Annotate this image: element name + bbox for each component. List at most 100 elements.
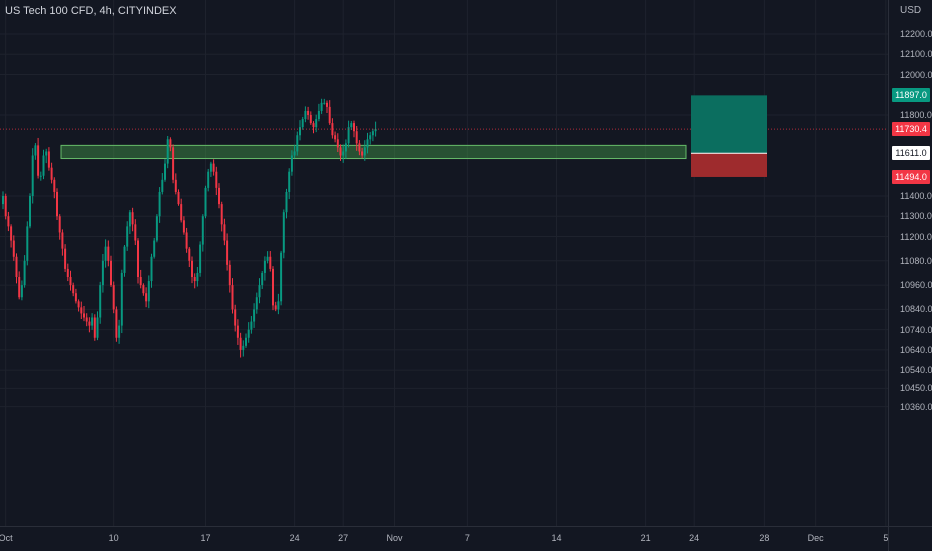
price-tick-label: 12100.0 — [900, 49, 932, 60]
support-zone-rectangle[interactable] — [60, 144, 687, 160]
candle-body — [10, 226, 13, 241]
candle-body — [39, 175, 42, 177]
candle-body — [199, 244, 202, 273]
candle-body — [188, 248, 191, 261]
candle-body — [7, 216, 10, 227]
candle-body — [20, 285, 23, 298]
candle-body — [12, 240, 15, 257]
candle-body — [182, 220, 185, 233]
candle-body — [290, 155, 293, 172]
time-tick-label: 14 — [551, 533, 562, 543]
target-zone[interactable] — [691, 95, 767, 154]
candle-body — [47, 151, 50, 168]
price-tick-label: 11400.0 — [900, 191, 932, 201]
candle-body — [110, 260, 112, 286]
candle-body — [166, 139, 169, 164]
candle-body — [215, 171, 218, 188]
candle-body — [37, 145, 40, 176]
candle-body — [18, 277, 21, 298]
price-tick-label: 10640.0 — [900, 344, 932, 355]
time-tick-label: 28 — [759, 533, 770, 543]
candle-body — [2, 196, 4, 205]
long-position-tool[interactable] — [691, 95, 767, 177]
candle-body — [26, 226, 29, 261]
price-tick-label: 10840.0 — [900, 304, 932, 315]
candle-body — [245, 337, 247, 346]
candle-body — [231, 285, 234, 310]
price-tick-label: 11080.0 — [900, 255, 932, 266]
candle-body — [123, 246, 126, 273]
candle-body — [128, 212, 131, 227]
candle-body — [96, 317, 99, 338]
price-tick-label: 10960.0 — [900, 280, 932, 291]
candle-body — [53, 179, 56, 192]
candle-body — [99, 285, 102, 318]
candlestick-chart[interactable] — [0, 0, 888, 526]
candle-body — [169, 139, 172, 148]
candle-body — [131, 212, 134, 225]
candle-body — [371, 131, 374, 136]
candle-body — [29, 196, 31, 227]
candle-body — [104, 246, 107, 261]
candle-body — [334, 135, 337, 140]
chart-area[interactable]: US Tech 100 CFD, 4h, CITYINDEX — [0, 0, 888, 526]
candle-body — [207, 171, 210, 188]
candle-body — [134, 224, 137, 241]
candle-body — [309, 115, 312, 124]
candle-body — [301, 119, 304, 128]
stop-zone[interactable] — [691, 153, 767, 177]
candle-body — [150, 256, 153, 282]
candle-body — [326, 102, 328, 107]
candle-body — [45, 151, 48, 156]
candle-body — [323, 102, 326, 104]
candle-body — [236, 325, 239, 338]
currency-label: USD — [900, 5, 922, 16]
price-tick-label: 11800.0 — [900, 110, 932, 120]
candle-body — [339, 147, 342, 156]
candle-body — [347, 127, 350, 144]
price-tick-label: 11300.0 — [900, 211, 932, 222]
candle-body — [331, 123, 334, 136]
candle-body — [358, 143, 361, 152]
candle-body — [185, 232, 188, 249]
candle-body — [201, 216, 204, 245]
candle-body — [328, 106, 331, 124]
candle-body — [177, 191, 180, 205]
candle-body — [61, 232, 64, 249]
symbol-title: US Tech 100 CFD, 4h, CITYINDEX — [5, 5, 177, 17]
candle-body — [91, 317, 94, 326]
candle-body — [266, 256, 269, 261]
candle-body — [247, 329, 250, 338]
time-axis[interactable]: Oct 10 17 24 27 Nov 7 14 21 24 28 Dec 5 — [0, 526, 888, 551]
candle-body — [363, 147, 366, 156]
candle-body — [34, 145, 37, 156]
candle-body — [120, 272, 123, 326]
candle-body — [220, 204, 223, 225]
candle-body — [307, 110, 310, 115]
candle-body — [234, 309, 237, 326]
candle-body — [85, 317, 88, 322]
candle-body — [355, 131, 358, 144]
candle-body — [277, 301, 280, 310]
candle-body — [153, 240, 156, 257]
candle-body — [369, 135, 372, 140]
candle-body — [204, 187, 207, 217]
time-tick-label: 27 — [338, 533, 349, 543]
time-tick-label: 7 — [464, 533, 470, 543]
candle-body — [261, 272, 264, 286]
candle-body — [317, 110, 320, 120]
candle-body — [174, 179, 177, 192]
time-tick-label: Dec — [807, 533, 824, 543]
price-axis[interactable]: USD 12200.0 12100.0 12000.0 11800.0 11400.0 1… — [888, 0, 932, 526]
candle-body — [58, 216, 61, 233]
candle-body — [107, 246, 110, 261]
candle-body — [253, 309, 256, 322]
candle-body — [350, 123, 353, 128]
axis-corner — [888, 526, 932, 551]
candle-body — [88, 321, 91, 326]
grid-lines — [0, 0, 888, 526]
candle-body — [272, 268, 274, 306]
price-tick-label: 10740.0 — [900, 324, 932, 335]
candle-body — [288, 171, 291, 192]
candle-body — [344, 143, 347, 152]
